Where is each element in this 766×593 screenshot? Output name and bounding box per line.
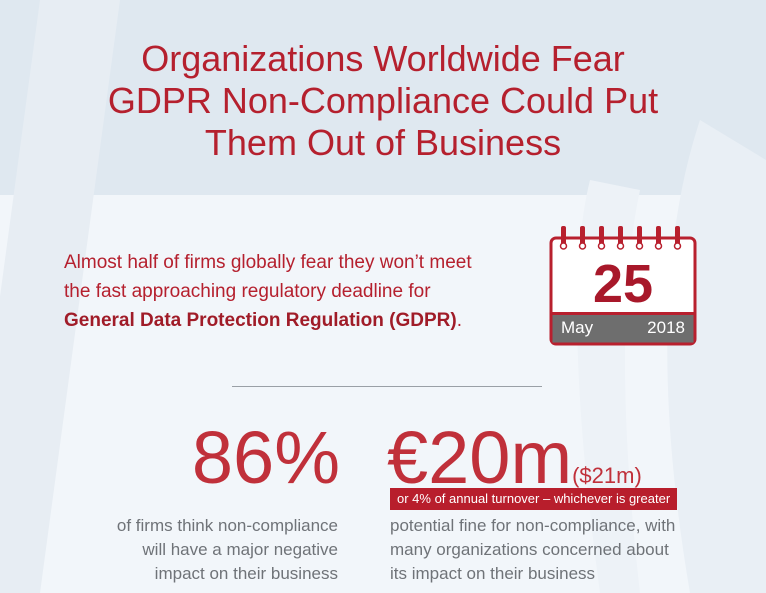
fine-euro-value: €20m <box>387 416 573 499</box>
intro-line-3: General Data Protection Regulation (GDPR… <box>64 306 534 335</box>
section-divider <box>232 386 542 387</box>
calendar-graphic: 25 May 2018 <box>549 224 697 346</box>
stat-left-line-3: impact on their business <box>154 564 338 583</box>
stat-left-line-1: of firms think non-compliance <box>116 516 338 535</box>
title-line-1: Organizations Worldwide Fear <box>141 38 625 79</box>
stat-left-line-2: will have a major negative <box>142 540 338 559</box>
stat-percentage-description: of firms think non-compliance will have … <box>90 514 338 586</box>
calendar-year: 2018 <box>647 318 685 337</box>
calendar-day: 25 <box>592 254 654 314</box>
stat-right-line-2: many organizations concerned about <box>390 540 669 559</box>
intro-trailing: . <box>456 310 463 331</box>
stat-fine-description: potential fine for non-compliance, with … <box>390 514 710 586</box>
intro-line-1: Almost half of firms globally fear they … <box>64 252 472 273</box>
stat-right-line-1: potential fine for non-compliance, with <box>390 516 676 535</box>
fine-note-badge: or 4% of annual turnover – whichever is … <box>390 488 678 510</box>
calendar-icon <box>549 226 697 346</box>
intro-line-2: the fast approaching regulatory deadline… <box>64 281 431 302</box>
stat-fine-amount: €20m($21m) <box>387 418 642 516</box>
fine-usd-value: ($21m) <box>572 463 642 488</box>
stat-percentage: 86% <box>191 416 340 499</box>
regulation-name: General Data Protection Regulation (GDPR… <box>64 310 457 331</box>
stat-right-line-3: its impact on their business <box>390 564 596 583</box>
page-title: Organizations Worldwide Fear GDPR Non-Co… <box>0 38 766 164</box>
calendar-month: May <box>561 318 594 337</box>
title-line-2: GDPR Non-Compliance Could Put <box>107 80 659 121</box>
title-line-3: Them Out of Business <box>204 122 562 163</box>
intro-paragraph: Almost half of firms globally fear they … <box>64 248 534 335</box>
